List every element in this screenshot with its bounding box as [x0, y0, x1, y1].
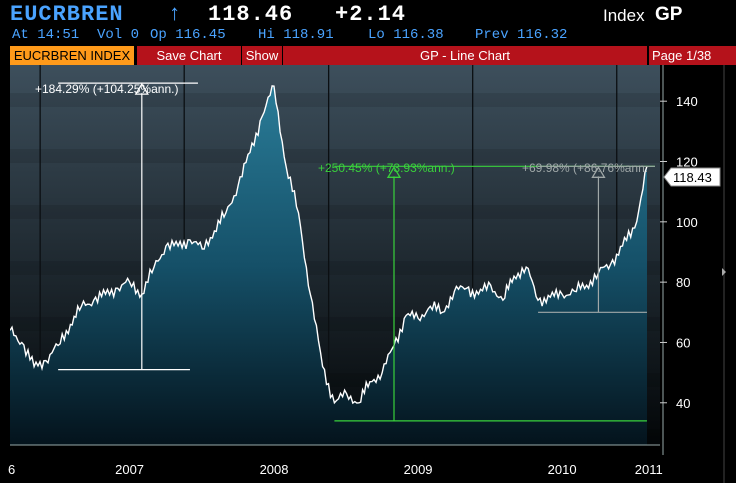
right-edge-scroll[interactable]	[722, 65, 726, 483]
ticker-symbol[interactable]: EUCRBREN	[10, 2, 124, 27]
plot-band	[10, 93, 660, 107]
market-sector: Index	[603, 6, 645, 25]
plot-band	[10, 149, 660, 163]
y-tick-label: 120	[676, 155, 698, 170]
y-tick-label: 60	[676, 335, 690, 350]
x-tick-label: 2010	[548, 462, 577, 477]
quote-time: At 14:51	[12, 27, 80, 43]
plot-band	[10, 261, 660, 275]
quote-high: Hi 118.91	[258, 27, 334, 43]
last-price: 118.46	[208, 2, 294, 27]
quote-low: Lo 116.38	[368, 27, 444, 43]
reference-triangle-marker	[134, 82, 149, 95]
security-header: EUCRBREN ↑ 118.46 +2.14 Index GP	[0, 0, 736, 28]
annotation-1: +184.29% (+104.25%ann.)	[35, 82, 178, 96]
series-line	[10, 85, 648, 405]
net-change: +2.14	[335, 2, 407, 27]
y-tick-label: 100	[676, 215, 698, 230]
x-tick-label: 2008	[260, 462, 289, 477]
page-indicator[interactable]: Page 1/38	[649, 46, 736, 65]
x-tick-label: 2007	[115, 462, 144, 477]
function-code[interactable]: GP	[655, 4, 683, 25]
x-tick-label: 2009	[404, 462, 433, 477]
last-value-flag: 118.43	[663, 167, 721, 187]
uptick-arrow-icon: ↑	[168, 2, 182, 27]
quote-line: At 14:51 Vol 0 Op 116.45 Hi 118.91 Lo 11…	[0, 27, 736, 45]
y-tick-label: 140	[676, 94, 698, 109]
y-tick-label: 40	[676, 396, 690, 411]
security-tab[interactable]: EUCRBREN INDEX	[10, 46, 134, 65]
reference-triangle-marker	[386, 166, 402, 178]
reference-triangle-marker	[591, 166, 606, 178]
annotation-2: +250.45% (+73.93%ann.)	[318, 161, 455, 175]
last-value-label: 118.43	[673, 170, 712, 185]
save-chart-button[interactable]: Save Chart	[137, 46, 241, 65]
chart-title: GP - Line Chart	[283, 46, 647, 65]
quote-volume: Vol 0	[97, 27, 140, 43]
toolbar: EUCRBREN INDEX Save Chart Show GP - Line…	[0, 46, 736, 65]
quote-open: Op 116.45	[150, 27, 226, 43]
x-tick-label: 6	[8, 462, 15, 477]
x-tick-label: 2011	[635, 462, 663, 477]
quote-prev: Prev 116.32	[475, 27, 568, 43]
plot-band	[10, 205, 660, 219]
y-tick-label: 80	[676, 275, 690, 290]
show-button[interactable]: Show	[242, 46, 282, 65]
annotation-3: +69.98% (+86.76%ann.	[522, 161, 648, 175]
series-area	[10, 85, 647, 445]
